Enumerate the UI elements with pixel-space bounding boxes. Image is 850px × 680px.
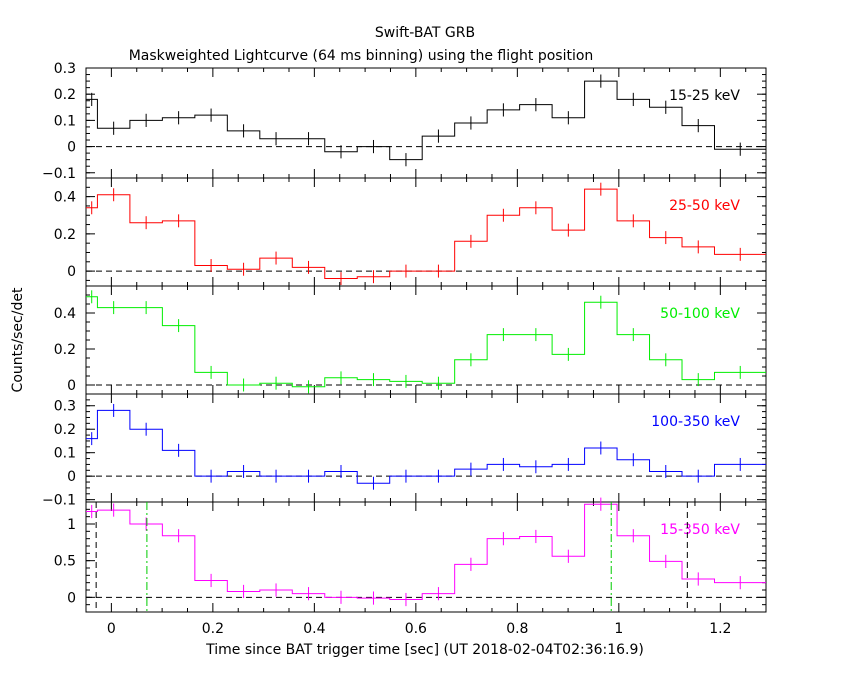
panel-frame xyxy=(85,177,767,287)
series-line xyxy=(86,80,766,161)
x-tick-labels: 0 0.2 0.4 0.6 0.8 1 1.2 xyxy=(107,621,732,637)
x-tick-label: 0.2 xyxy=(202,621,224,637)
x-tick-label: 0.4 xyxy=(303,621,325,637)
x-tick-label: 1.2 xyxy=(709,621,731,637)
series-legend-label: 50-100 keV xyxy=(660,306,740,322)
panel-15-25-kev: −0.1 0 0.1 0.2 0.3 15-25 keV xyxy=(42,61,767,182)
y-tick-label: 0.2 xyxy=(54,87,76,103)
panel-15-350-kev: 0 0.5 1 15-350 keV xyxy=(54,497,767,613)
y-axis-label: Counts/sec/det xyxy=(10,287,26,392)
y-tick-label: 1 xyxy=(67,517,76,533)
x-tick-label: 0 xyxy=(107,621,116,637)
y-tick-label: 0 xyxy=(67,264,76,280)
series-legend-label: 15-350 keV xyxy=(660,522,740,538)
y-tick-label: 0.2 xyxy=(54,422,76,438)
panel-25-50-kev: 0 0.2 0.4 25-50 keV xyxy=(54,177,767,287)
y-tick-label: 0 xyxy=(67,590,76,606)
y-tick-label: 0.2 xyxy=(54,227,76,243)
y-tick-label: 0.3 xyxy=(54,61,76,77)
panel-frame xyxy=(85,67,767,179)
y-tick-label: 0.2 xyxy=(54,342,76,358)
y-tick-label: 0.1 xyxy=(54,113,76,129)
panel-frame xyxy=(85,285,767,395)
series-line xyxy=(86,188,766,280)
y-tick-label: −0.1 xyxy=(42,166,76,182)
y-tick-label: 0 xyxy=(67,140,76,156)
series-legend-label: 25-50 keV xyxy=(669,198,740,214)
x-tick-label: 0.8 xyxy=(506,621,528,637)
chart-title: Swift-BAT GRB xyxy=(375,25,475,41)
y-tick-label: 0.5 xyxy=(54,554,76,570)
x-axis-label: Time since BAT trigger time [sec] (UT 20… xyxy=(205,642,644,658)
x-tick-label: 1 xyxy=(614,621,623,637)
y-tick-label: 0 xyxy=(67,469,76,485)
y-tick-label: 0.4 xyxy=(54,190,76,206)
series-line xyxy=(86,503,766,601)
y-tick-label: −0.1 xyxy=(42,493,76,509)
x-tick-label: 0.6 xyxy=(405,621,427,637)
series-legend-label: 100-350 keV xyxy=(651,414,740,430)
chart-subtitle: Maskweighted Lightcurve (64 ms binning) … xyxy=(129,48,594,64)
panel-50-100-kev: 0 0.2 0.4 50-100 keV xyxy=(54,285,767,395)
panel-frame xyxy=(85,501,767,613)
panel-frame xyxy=(85,393,767,503)
panel-100-350-kev: −0.1 0 0.1 0.2 0.3 100-350 keV xyxy=(42,393,767,509)
y-tick-label: 0 xyxy=(67,378,76,394)
y-tick-label: 0.3 xyxy=(54,399,76,415)
y-tick-label: 0.1 xyxy=(54,446,76,462)
series-legend-label: 15-25 keV xyxy=(669,88,740,104)
y-tick-label: 0.4 xyxy=(54,306,76,322)
